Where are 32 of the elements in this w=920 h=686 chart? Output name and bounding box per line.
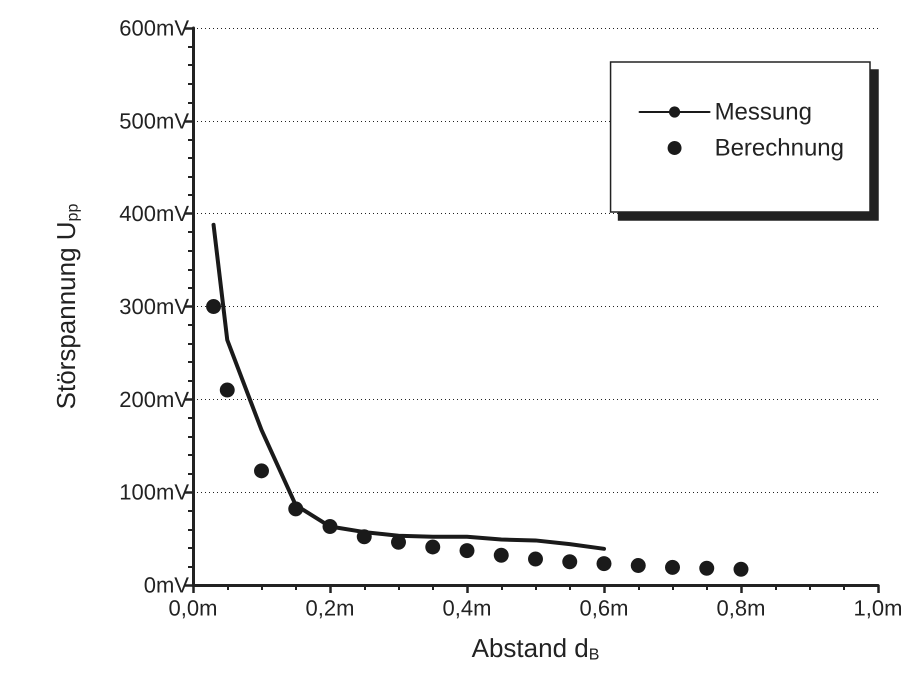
y-tick-label: 200mV: [119, 386, 190, 412]
point: [528, 552, 543, 566]
x-tick-label: 0,2m: [306, 596, 354, 620]
point: [630, 558, 646, 573]
point: [254, 463, 269, 478]
y-tick-label: 500mV: [119, 108, 190, 134]
point: [460, 543, 474, 558]
y-tick-label: 100mV: [119, 480, 190, 505]
x-tick-label: 0,8m: [716, 596, 766, 620]
point: [288, 501, 304, 516]
point: [206, 299, 222, 314]
point: [425, 539, 440, 554]
point: [356, 529, 372, 544]
point: [699, 560, 714, 576]
point: [665, 560, 680, 575]
x-tick-label: 0,6m: [580, 596, 628, 620]
x-tick-label: 0,4m: [442, 596, 492, 620]
point: [734, 562, 748, 577]
point: [596, 556, 612, 572]
point: [562, 554, 578, 570]
x-tick-label: 0,0m: [168, 596, 218, 620]
y-tick-label: 400mV: [119, 201, 190, 226]
y-tick-label: 0mV: [144, 572, 190, 598]
point: [220, 382, 235, 398]
point: [494, 548, 509, 563]
legend-label: Messung: [714, 98, 812, 126]
x-tick-label: 1,0m: [854, 596, 902, 620]
legend-label: Berechnung: [714, 134, 844, 162]
point: [322, 519, 338, 534]
y-axis-title: Störspannung Upp: [51, 204, 82, 410]
y-tick-label: 300mV: [119, 294, 190, 319]
y-tick-label: 600mV: [119, 16, 190, 40]
